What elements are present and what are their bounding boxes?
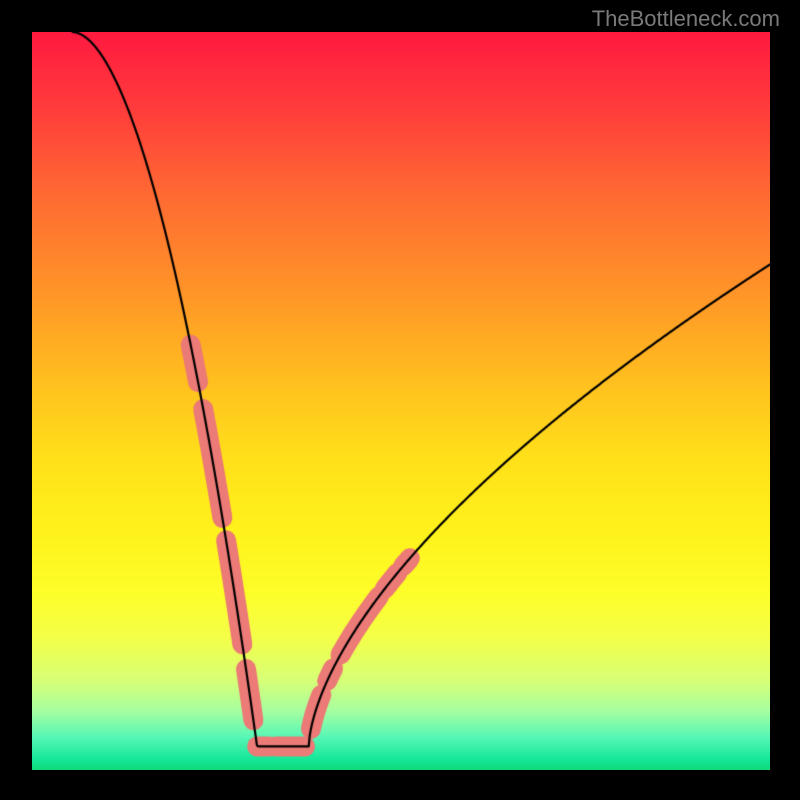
watermark-text: TheBottleneck.com <box>592 6 780 32</box>
bottleneck-curve-chart <box>32 32 770 770</box>
chart-frame: TheBottleneck.com <box>0 0 800 800</box>
